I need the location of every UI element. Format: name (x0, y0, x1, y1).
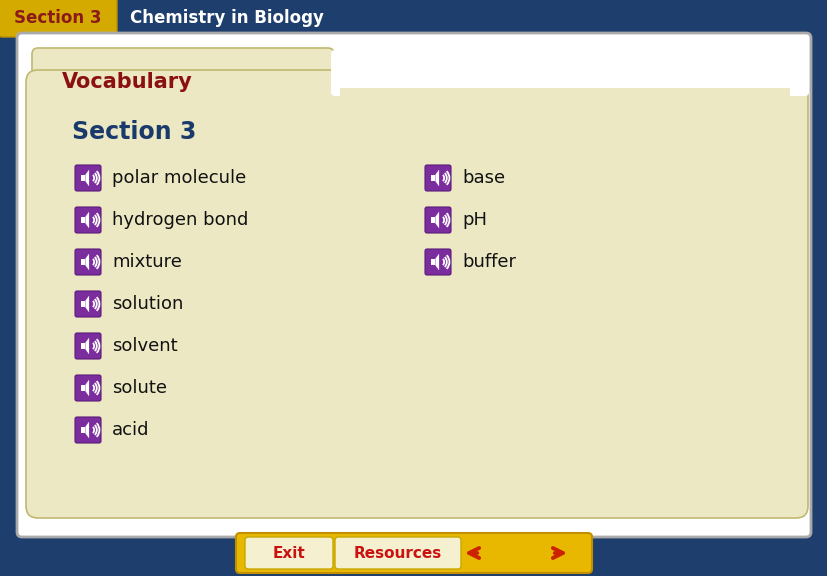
FancyBboxPatch shape (424, 249, 451, 275)
Polygon shape (85, 422, 89, 438)
Bar (81, 343, 85, 349)
Polygon shape (85, 380, 89, 396)
FancyBboxPatch shape (424, 207, 451, 233)
FancyBboxPatch shape (75, 375, 101, 401)
FancyBboxPatch shape (331, 50, 808, 96)
FancyBboxPatch shape (75, 207, 101, 233)
FancyBboxPatch shape (245, 537, 332, 569)
FancyBboxPatch shape (75, 291, 101, 317)
Polygon shape (435, 253, 438, 270)
FancyBboxPatch shape (424, 165, 451, 191)
Text: Chemistry in Biology: Chemistry in Biology (130, 9, 323, 27)
Text: base: base (461, 169, 504, 187)
Text: buffer: buffer (461, 253, 515, 271)
Polygon shape (435, 211, 438, 228)
FancyBboxPatch shape (32, 48, 333, 98)
Text: Section 3: Section 3 (72, 120, 196, 144)
FancyBboxPatch shape (236, 533, 591, 573)
Bar (340, 88, 789, 106)
Bar (81, 175, 85, 181)
FancyBboxPatch shape (75, 249, 101, 275)
FancyBboxPatch shape (75, 333, 101, 359)
Text: solution: solution (112, 295, 183, 313)
FancyBboxPatch shape (0, 0, 117, 37)
Bar (81, 217, 85, 223)
Bar (81, 427, 85, 433)
Text: solute: solute (112, 379, 167, 397)
Polygon shape (85, 211, 89, 228)
FancyBboxPatch shape (26, 70, 807, 518)
Polygon shape (85, 295, 89, 312)
Text: Vocabulary: Vocabulary (62, 72, 193, 92)
FancyBboxPatch shape (17, 33, 810, 537)
Bar (81, 301, 85, 308)
FancyBboxPatch shape (75, 417, 101, 443)
Bar (81, 385, 85, 391)
Polygon shape (85, 338, 89, 354)
Text: mixture: mixture (112, 253, 182, 271)
Text: Exit: Exit (272, 545, 305, 560)
Bar (44, 83, 313, 103)
FancyBboxPatch shape (75, 165, 101, 191)
Polygon shape (85, 253, 89, 270)
Bar (81, 259, 85, 266)
Bar (431, 259, 435, 266)
Text: pH: pH (461, 211, 486, 229)
Bar (431, 217, 435, 223)
Text: polar molecule: polar molecule (112, 169, 246, 187)
Text: solvent: solvent (112, 337, 178, 355)
Text: acid: acid (112, 421, 150, 439)
FancyBboxPatch shape (335, 537, 461, 569)
Text: Resources: Resources (353, 545, 442, 560)
Text: hydrogen bond: hydrogen bond (112, 211, 248, 229)
Polygon shape (85, 170, 89, 187)
Bar (431, 175, 435, 181)
Polygon shape (435, 170, 438, 187)
Text: Section 3: Section 3 (14, 9, 102, 27)
